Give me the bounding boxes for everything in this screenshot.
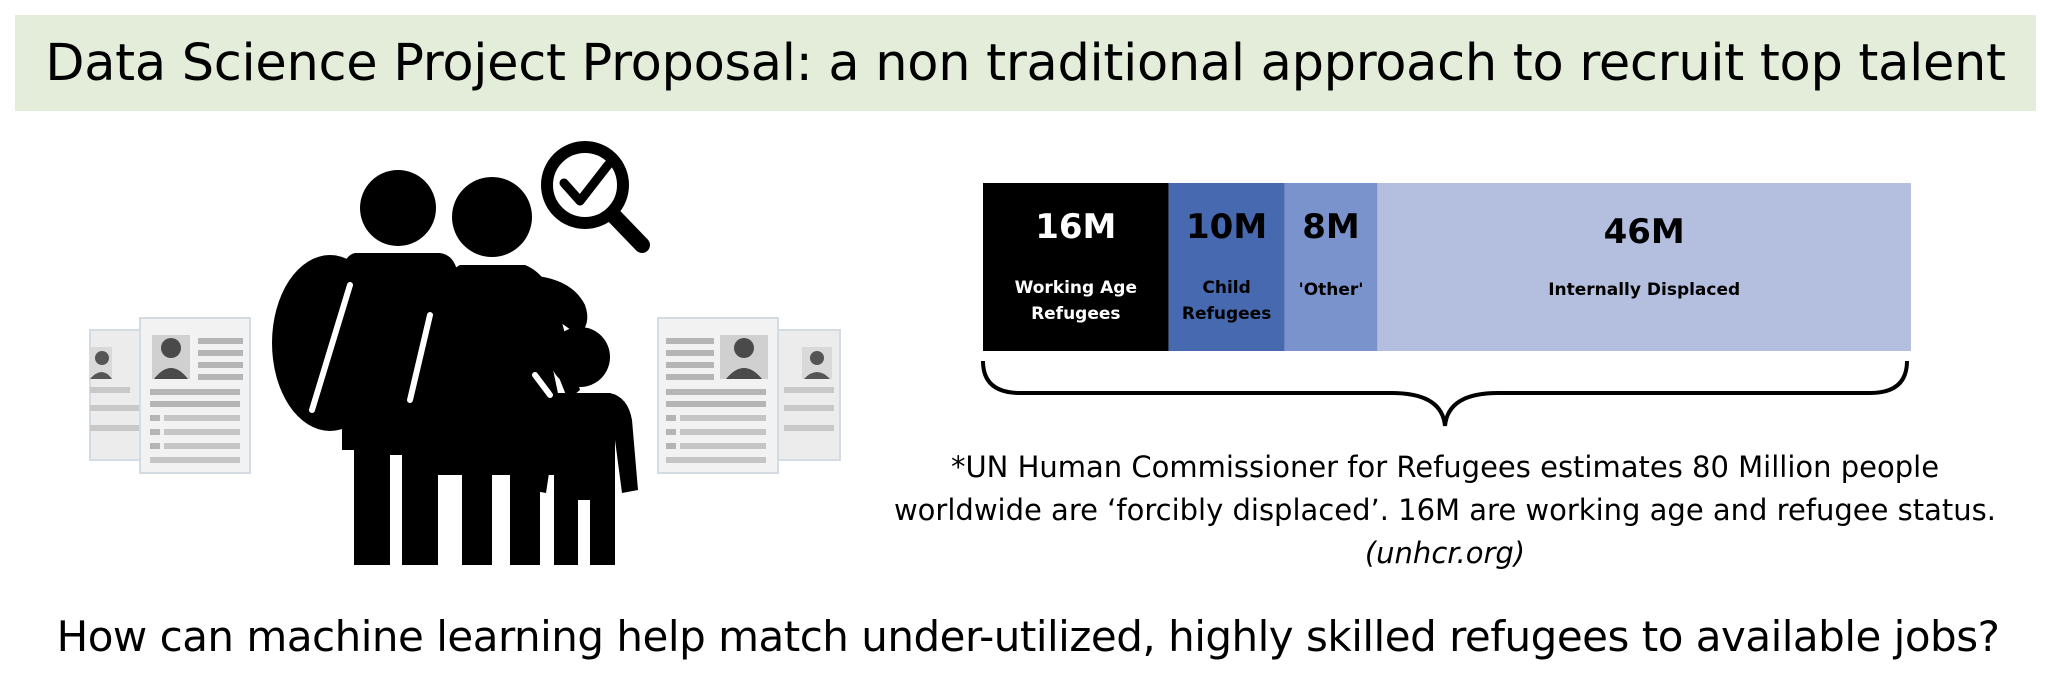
brace-icon (981, 360, 1909, 427)
title-banner: Data Science Project Proposal: a non tra… (15, 15, 2036, 111)
research-question: How can machine learning help match unde… (56, 612, 2000, 661)
bar-value-label: 10M (1186, 207, 1267, 247)
footnote-line-1: *UN Human Commissioner for Refugees esti… (950, 450, 1940, 484)
refugee-family-illustration (89, 141, 841, 565)
family-outline-details (309, 282, 553, 413)
bar-category-label: Internally Displaced (1548, 280, 1740, 300)
bar-segment (1377, 183, 1911, 351)
bar-segment (983, 183, 1169, 351)
family-icon (272, 170, 638, 565)
bar-value-label: 46M (1604, 212, 1685, 252)
resume-icon (89, 317, 251, 474)
page-title: Data Science Project Proposal: a non tra… (45, 33, 2006, 93)
footnote: *UN Human Commissioner for Refugees esti… (860, 446, 2030, 575)
footnote-source: (unhcr.org) (1364, 536, 1526, 570)
footnote-line-2: worldwide are ‘forcibly displaced’. 16M … (893, 493, 1997, 527)
magnifier-check-icon (541, 141, 650, 253)
bar-segment (1284, 183, 1378, 351)
bar-category-label: Child Refugees (1182, 278, 1271, 324)
bar-value-label: 8M (1302, 207, 1360, 247)
bar-category-label: Working Age Refugees (1015, 278, 1137, 324)
bar-value-label: 16M (1035, 207, 1116, 247)
bar-segment (1168, 183, 1285, 351)
bar-category-label: 'Other' (1298, 280, 1363, 300)
displaced-people-stacked-bar: 16M Working Age Refugees 10M Child Refugees 8M… (981, 183, 1911, 427)
resume-icon (657, 317, 841, 474)
